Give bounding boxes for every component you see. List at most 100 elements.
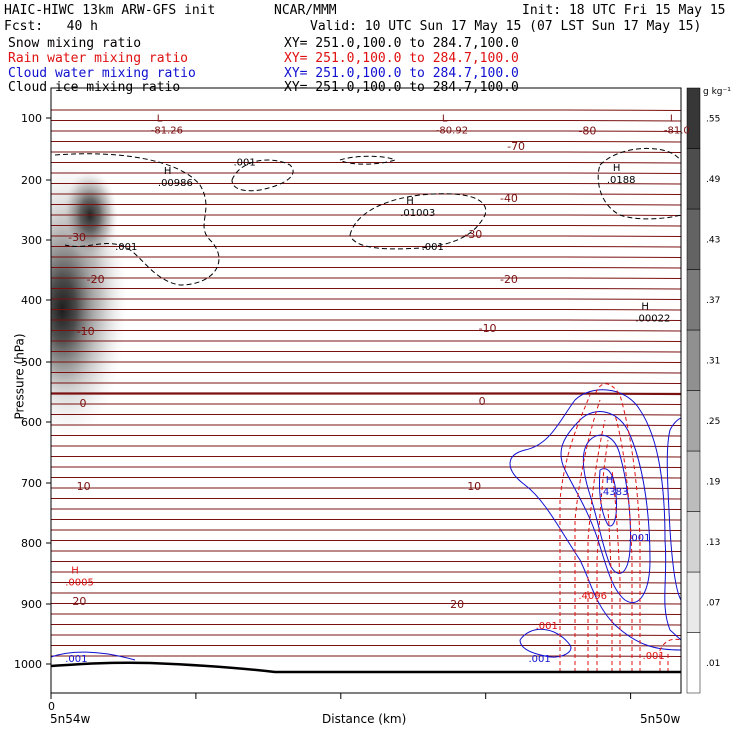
contour-value-label: .001 xyxy=(643,651,665,662)
colorbar-label: .01 xyxy=(706,659,720,669)
extremum-kind: H xyxy=(613,163,621,174)
temperature-label: 10 xyxy=(467,480,481,493)
colorbar-segment xyxy=(686,87,701,149)
model-title: HAIC-HIWC 13km ARW-GFS init xyxy=(4,3,216,18)
y-axis-label: Pressure (hPa) xyxy=(12,333,27,420)
colorbar-label: .07 xyxy=(706,598,720,608)
rain-water-contour xyxy=(659,638,681,672)
colorbar-label: .55 xyxy=(706,114,720,124)
isotherm-line xyxy=(51,539,681,542)
isotherm-line xyxy=(51,172,681,174)
isotherm-line xyxy=(51,182,681,185)
field-label-cloud-ice: Cloud ice mixing ratio xyxy=(8,80,181,95)
cloud-ice-contour xyxy=(54,153,220,286)
isotherm-line xyxy=(51,434,681,437)
isotherm-line xyxy=(51,476,681,479)
extremum-kind: H xyxy=(641,302,649,313)
isotherm-line xyxy=(51,560,681,563)
colorbar-label: .43 xyxy=(706,235,720,245)
temperature-label: 20 xyxy=(72,595,86,608)
colorbar-segment xyxy=(686,450,701,512)
field-xy-rain: XY= 251.0,100.0 to 284.7,100.0 xyxy=(284,51,519,66)
isotherm-line xyxy=(51,634,681,636)
isotherm-line xyxy=(51,403,681,405)
y-tick-label: 700 xyxy=(21,477,42,490)
isotherm-line xyxy=(51,413,681,416)
extremum-kind: H xyxy=(164,166,172,177)
isotherm-line xyxy=(51,319,681,321)
y-tick-label: 900 xyxy=(21,598,42,611)
rain-water-contour xyxy=(596,439,609,672)
terrain-line xyxy=(50,661,681,674)
cloud-water-contour xyxy=(560,411,651,603)
cloud-water-contour xyxy=(519,628,572,658)
isotherm-line xyxy=(51,256,681,258)
isotherm-line xyxy=(51,361,681,363)
x-axis-label: Distance (km) xyxy=(322,712,407,726)
rain-water-contour xyxy=(587,419,606,672)
cloud-ice-contour xyxy=(349,193,487,250)
field-xy-snow: XY= 251.0,100.0 to 284.7,100.0 xyxy=(284,36,519,51)
colorbar-label: .37 xyxy=(706,296,720,306)
temperature-label: -30 xyxy=(68,231,86,244)
axis-ticks xyxy=(46,117,632,699)
isotherm-line xyxy=(51,140,681,143)
colorbar-unit: g kg⁻¹ xyxy=(703,87,731,97)
isotherm-line xyxy=(51,466,681,468)
field-xy-cloud-ice: XY= 251.0,100.0 to 284.7,100.0 xyxy=(284,80,519,95)
isotherm-line xyxy=(51,245,681,248)
extremum-kind: H xyxy=(71,566,79,577)
cloud-water-contour xyxy=(509,389,681,651)
temperature-label: -10 xyxy=(77,325,95,338)
rain-water-contour xyxy=(611,469,621,672)
isotherm-line xyxy=(51,287,681,290)
isotherm-line xyxy=(51,508,681,510)
y-tick-label: 200 xyxy=(21,174,42,187)
colorbar-segment xyxy=(686,511,701,573)
temperature-label: -80 xyxy=(578,124,596,137)
isotherm-line xyxy=(51,266,681,269)
colorbar-segment xyxy=(686,632,701,694)
isotherm-line xyxy=(51,193,681,195)
isotherm-line xyxy=(51,424,681,426)
isotherm-line xyxy=(51,655,681,657)
isotherm-line xyxy=(51,623,681,626)
colorbar-segment xyxy=(686,571,701,633)
isotherm-line xyxy=(51,455,681,458)
temperature-label: -40 xyxy=(500,192,518,205)
contour-value-label: .001 xyxy=(115,242,137,253)
cloud-ice-contour xyxy=(597,147,681,220)
isotherm-line xyxy=(51,298,681,300)
colorbar-label: .25 xyxy=(706,417,720,427)
cloud-water-contour xyxy=(599,468,617,527)
colorbar-label: .49 xyxy=(706,175,721,185)
temperature-label: 20 xyxy=(450,598,464,611)
rain-water-contour xyxy=(607,509,613,672)
temperature-contours xyxy=(51,109,681,657)
isotherm-line xyxy=(51,581,681,584)
field-label-rain: Rain water mixing ratio xyxy=(8,51,189,66)
colorbar-segment xyxy=(686,208,701,270)
cloud-ice-contours xyxy=(54,147,681,286)
isotherm-line xyxy=(51,329,681,332)
temperature-label: 0 xyxy=(80,397,87,410)
cloud-ice-contour xyxy=(339,155,397,165)
extremum-value: -81.0 xyxy=(664,125,690,136)
y-tick-label: 1000 xyxy=(14,658,42,671)
contour-value-label: .001 xyxy=(422,242,444,253)
init-time: Init: 18 UTC Fri 15 May 15 xyxy=(522,3,726,18)
forecast-hour: Fcst: 40 h xyxy=(4,19,98,34)
extremum-value: .4383 xyxy=(600,487,629,498)
extremum-value: .00986 xyxy=(158,178,193,189)
isotherm-line xyxy=(51,550,681,552)
colorbar-label: .31 xyxy=(706,356,720,366)
extremum-kind: L xyxy=(442,113,448,124)
isotherm-line xyxy=(51,119,681,122)
isotherm-line xyxy=(51,644,681,647)
rain-water-contour xyxy=(559,394,591,672)
isotherm-line xyxy=(51,602,681,605)
isotherm-line xyxy=(51,308,681,311)
rain-water-contour xyxy=(594,383,641,672)
cloud-water-contour xyxy=(666,417,681,601)
colorbar-label: .19 xyxy=(706,477,721,487)
